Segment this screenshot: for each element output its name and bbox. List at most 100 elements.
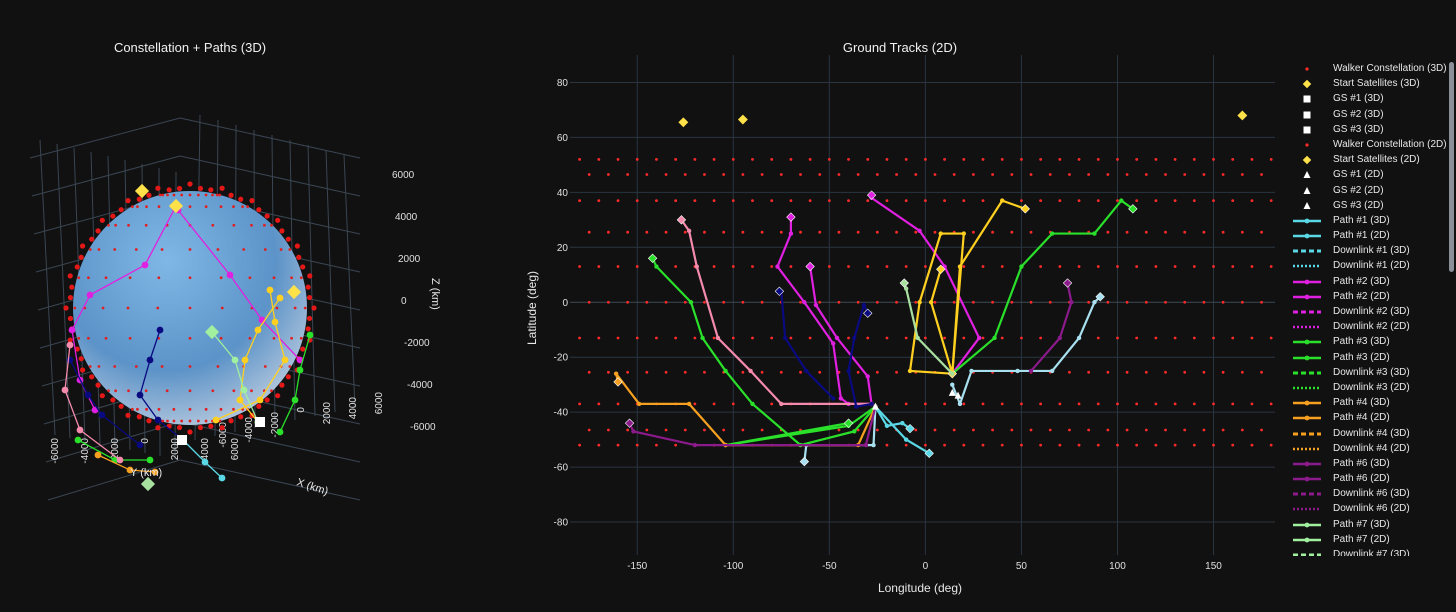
globe-constellation-point (232, 407, 235, 411)
constellation-point (808, 157, 812, 161)
start-satellite-marker (737, 114, 748, 125)
legend-item[interactable]: Downlink #4 (2D) (1290, 442, 1450, 457)
ground-tracks-2d-plot[interactable]: -150 -100 -50 0 50 100 150 -80 -60 -40 -20 0 20 40 60 8… (520, 55, 1290, 610)
constellation-point (1154, 336, 1158, 340)
constellation-point (981, 265, 985, 268)
path-3d-point (136, 391, 144, 399)
constellation-point (616, 265, 620, 268)
globe-constellation-point (220, 306, 224, 310)
constellation-point (1020, 443, 1023, 447)
legend-item[interactable]: Path #3 (2D) (1290, 351, 1450, 366)
legend-item[interactable]: GS #3 (2D) (1290, 199, 1450, 214)
legend-item[interactable]: Start Satellites (3D) (1290, 77, 1450, 92)
legend[interactable]: Walker Constellation (3D) Start Satellite… (1290, 62, 1450, 556)
legend-item[interactable]: Downlink #7 (3D) (1290, 548, 1450, 556)
legend-item[interactable]: Path #4 (2D) (1290, 411, 1450, 426)
constellation-point (1164, 300, 1167, 304)
path-point (917, 228, 922, 234)
constellation-point (1125, 230, 1129, 234)
constellation-point (1087, 370, 1091, 374)
legend-item[interactable]: Downlink #1 (3D) (1290, 244, 1450, 259)
constellation-point (1221, 230, 1225, 234)
legend-item[interactable]: GS #2 (2D) (1290, 184, 1450, 199)
legend-item[interactable]: Path #6 (2D) (1290, 472, 1450, 487)
legend-item[interactable]: Downlink #6 (3D) (1290, 487, 1450, 502)
legend-item[interactable]: Downlink #1 (2D) (1290, 259, 1450, 274)
x-tick-label: 50 (1016, 561, 1028, 572)
globe-3d-plot[interactable]: 6000 4000 2000 0 -2000 -4000 -6000 -6000 -4000 -2… (0, 60, 470, 505)
constellation-point (1020, 402, 1023, 406)
legend-label: Path #2 (2D) (1333, 290, 1390, 302)
rim-constellation-point (89, 236, 95, 242)
z-tick-label: 4000 (395, 212, 418, 223)
constellation-point (866, 336, 870, 340)
y-tick-label: -40 (554, 408, 569, 419)
legend-item[interactable]: Downlink #6 (2D) (1290, 502, 1450, 517)
path-end-marker (863, 308, 873, 318)
path-point (1076, 335, 1082, 341)
constellation-point (1231, 336, 1235, 340)
constellation-point (674, 443, 678, 447)
path-end-marker (1095, 292, 1105, 302)
globe-constellation-point (275, 306, 279, 310)
legend-item[interactable]: Downlink #2 (2D) (1290, 320, 1450, 335)
path-end-marker (843, 418, 854, 428)
constellation-point (847, 199, 850, 203)
path-point (1049, 368, 1055, 374)
constellation-point (674, 157, 678, 161)
path-point (907, 368, 913, 374)
legend-item[interactable]: Downlink #2 (3D) (1290, 305, 1450, 320)
legend-label: Downlink #7 (3D) (1333, 549, 1410, 556)
z-tick-label: -6000 (410, 422, 436, 433)
legend-item[interactable]: Path #3 (3D) (1290, 335, 1450, 350)
constellation-point (1192, 199, 1196, 203)
path-line (951, 295, 1101, 406)
legend-item[interactable]: Path #1 (3D) (1290, 214, 1450, 229)
constellation-point (597, 157, 601, 161)
legend-item[interactable]: Downlink #3 (3D) (1290, 366, 1450, 381)
constellation-point (837, 230, 841, 234)
legend-item[interactable]: Path #1 (2D) (1290, 229, 1450, 244)
right-wall-gridline (179, 155, 361, 197)
path-3d-point (86, 291, 94, 299)
legend-symbol-icon (1302, 79, 1312, 89)
globe-constellation-point (172, 419, 176, 423)
constellation-point (645, 370, 649, 374)
legend-item[interactable]: GS #1 (2D) (1290, 168, 1450, 183)
constellation-point (799, 370, 802, 374)
legend-item[interactable]: Path #2 (2D) (1290, 290, 1450, 305)
constellation-point (1173, 443, 1177, 447)
legend-item[interactable]: Downlink #4 (3D) (1290, 427, 1450, 442)
legend-item[interactable]: GS #1 (3D) (1290, 92, 1450, 107)
right-wall-gridline (179, 459, 361, 501)
legend-item[interactable]: Path #2 (3D) (1290, 275, 1450, 290)
start-satellite-marker (1237, 110, 1248, 121)
constellation-point (1250, 157, 1254, 161)
globe-constellation-point (219, 407, 223, 411)
legend-scrollbar[interactable] (1449, 62, 1454, 272)
legend-item[interactable]: GS #3 (3D) (1290, 123, 1450, 138)
legend-item[interactable]: Downlink #3 (2D) (1290, 381, 1450, 396)
legend-item[interactable]: Walker Constellation (3D) (1290, 62, 1450, 77)
legend-item[interactable]: Walker Constellation (2D) (1290, 138, 1450, 153)
path-point (686, 401, 692, 407)
globe-constellation-point (144, 389, 148, 393)
constellation-point (972, 173, 975, 176)
legend-symbol-icon (1293, 386, 1321, 390)
z-tick-label: 6000 (392, 170, 415, 181)
legend-item[interactable]: Start Satellites (2D) (1290, 153, 1450, 168)
legend-item[interactable]: Path #4 (3D) (1290, 396, 1450, 411)
constellation-point (1010, 230, 1014, 234)
globe-constellation-point (204, 193, 208, 197)
legend-item[interactable]: GS #2 (3D) (1290, 108, 1450, 123)
legend-item[interactable]: Path #7 (2D) (1290, 533, 1450, 548)
constellation-point (712, 199, 716, 203)
legend-item[interactable]: Path #7 (3D) (1290, 518, 1450, 533)
globe-constellation-point (279, 248, 283, 251)
globe-constellation-point (204, 205, 208, 209)
constellation-point (722, 300, 726, 304)
legend-item[interactable]: Path #6 (3D) (1290, 457, 1450, 472)
globe-constellation-point (97, 365, 101, 368)
globe-constellation-point (160, 248, 164, 251)
legend-label: GS #3 (3D) (1333, 123, 1384, 135)
